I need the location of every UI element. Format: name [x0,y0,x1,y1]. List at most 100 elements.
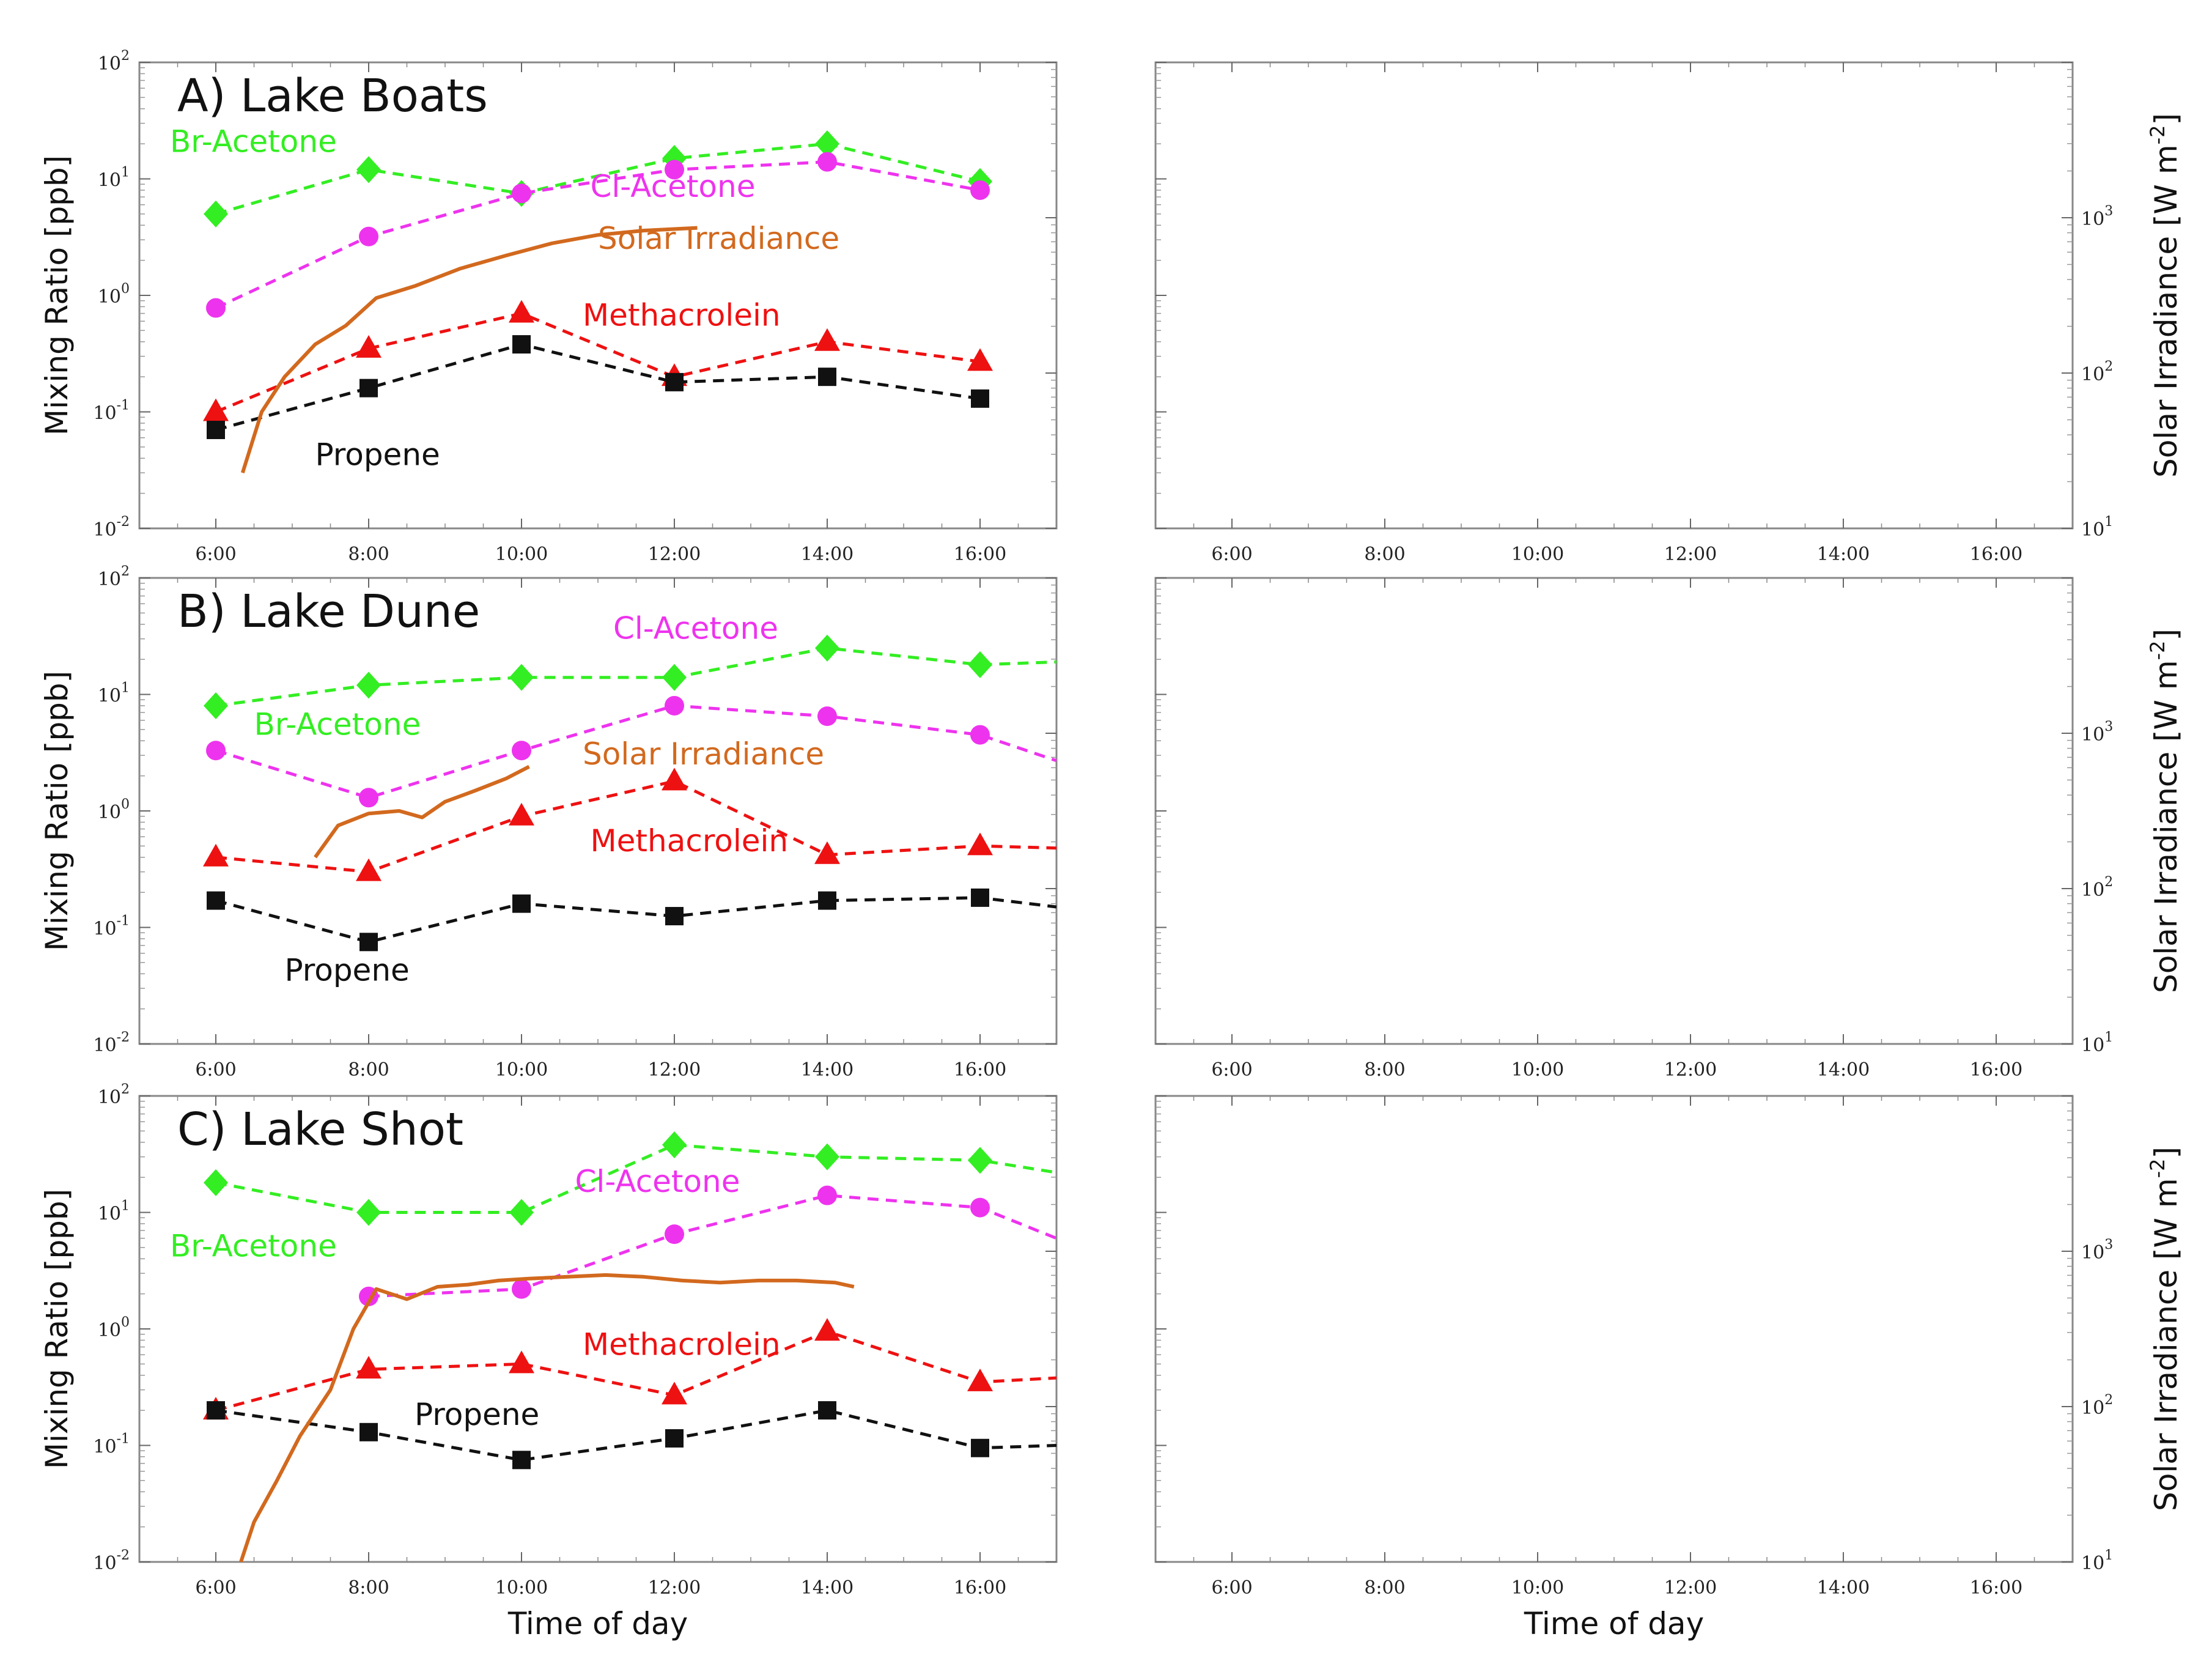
y-tick-exponent: 0 [121,1315,130,1330]
series-label-br-acetone: Br-Acetone [254,707,421,742]
series-label-propene: Propene [315,437,440,472]
point-propene [818,891,836,910]
x-tick-label: 10:00 [1511,1577,1564,1599]
y-right-tick-base: 10 [2081,1035,2104,1056]
y-right-tick-label: 103 [2081,719,2113,745]
y-right-tick-label: 101 [2081,1548,2113,1574]
y-tick-base: 10 [93,1437,116,1458]
point-cl-acetone [665,1224,684,1245]
series-line-solar-irradiance [238,1273,855,1562]
x-tick-label: 6:00 [1211,544,1252,565]
x-tick-label: 14:00 [1817,544,1870,565]
series-line-solar-irradiance [240,226,698,473]
x-tick-label: 10:00 [495,544,548,565]
point-br-acetone [204,692,228,719]
x-tick-label: 8:00 [1364,1577,1405,1599]
y-right-tick-exponent: 2 [2104,1393,2113,1408]
point-methacrolein [509,300,534,323]
y-right-axis-title-sup: -2 [2146,1159,2169,1178]
point-methacrolein [814,1318,840,1341]
point-cl-acetone [970,180,990,200]
series-line-cl-acetone [368,1194,1056,1298]
y-tick-exponent: -1 [117,398,130,413]
point-propene [359,933,378,952]
plot-area [203,1131,1056,1562]
plot-frame [1154,577,2074,1045]
y-right-tick-label: 102 [2081,875,2113,901]
point-propene [207,1401,225,1420]
point-br-acetone [509,664,534,691]
y-right-tick-base: 10 [2081,1397,2104,1419]
x-tick-label: 10:00 [495,1059,548,1081]
series-label-methacrolein: Methacrolein [583,1326,781,1362]
y-tick-label: 102 [98,564,130,590]
y-tick-label: 101 [98,165,130,191]
point-br-acetone [356,156,381,183]
y-tick-exponent: 1 [121,681,130,696]
y-right-tick-base: 10 [2081,209,2104,230]
y-tick-exponent: 1 [121,165,130,180]
point-methacrolein [814,841,840,864]
point-methacrolein [203,843,229,867]
y-tick-base: 10 [93,519,116,541]
y-right-tick-exponent: 3 [2104,719,2113,734]
y-right-tick-exponent: 3 [2104,204,2113,219]
x-tick-label: 12:00 [648,544,701,565]
series-line-br-acetone [215,142,981,216]
point-br-acetone [815,634,839,662]
x-tick-label: 14:00 [1817,1577,1870,1599]
point-cl-acetone [665,695,684,716]
x-tick-label: 10:00 [1511,544,1564,565]
plot-area [203,130,993,473]
point-cl-acetone [817,152,837,172]
point-propene [512,1451,531,1470]
point-methacrolein [356,1356,382,1379]
y-right-tick-base: 10 [2081,724,2104,745]
y-right-tick-exponent: 1 [2104,1548,2113,1563]
y-tick-exponent: -2 [117,1548,130,1563]
point-cl-acetone [359,226,378,246]
point-methacrolein [509,802,534,826]
point-cl-acetone [817,1185,837,1205]
y-tick-label: 10-1 [93,914,130,940]
panel-1: 6:00 8:00 10:00 12:00 14:00 16:0010-210-11001… [39,48,1058,565]
point-propene [971,1438,989,1457]
y-tick-exponent: 2 [121,564,130,579]
y-axis-title: Mixing Ratio [ppb] [39,155,75,435]
x-tick-label: 6:00 [1211,1059,1252,1081]
point-methacrolein [967,832,993,856]
y-tick-base: 10 [98,569,121,590]
y-tick-base: 10 [93,403,116,424]
y-tick-base: 10 [98,686,121,707]
y-axis-title: Mixing Ratio [ppb] [39,1189,75,1469]
y-tick-base: 10 [93,1553,116,1574]
x-tick-label: 10:00 [495,1577,548,1599]
y-tick-base: 10 [98,1087,121,1108]
y-tick-base: 10 [98,170,121,191]
point-propene [818,368,836,387]
y-right-axis-title: Solar Irradiance [W m-2] [2146,1147,2184,1511]
point-methacrolein [203,398,229,421]
y-right-axis-title-main: Solar Irradiance [W m [2148,660,2184,993]
y-tick-label: 102 [98,48,130,75]
y-right-tick-label: 103 [2081,1237,2113,1263]
point-cl-acetone [512,741,531,761]
x-tick-label: 12:00 [648,1577,701,1599]
y-right-tick-base: 10 [2081,1553,2104,1574]
x-tick-label: 6:00 [1211,1577,1252,1599]
point-propene [207,891,225,910]
y-tick-label: 10-2 [93,1548,130,1574]
series-line-methacrolein [215,311,981,413]
y-tick-label: 10-1 [93,398,130,424]
y-tick-label: 100 [98,1315,130,1341]
x-axis-title: Time of day [1524,1606,1704,1641]
y-tick-exponent: 2 [121,1082,130,1097]
point-cl-acetone [359,788,378,808]
plot-frame [1154,61,2074,530]
y-right-tick-label: 103 [2081,204,2113,230]
y-right-tick-label: 102 [2081,359,2113,385]
point-methacrolein [967,1368,993,1391]
point-br-acetone [815,130,839,158]
